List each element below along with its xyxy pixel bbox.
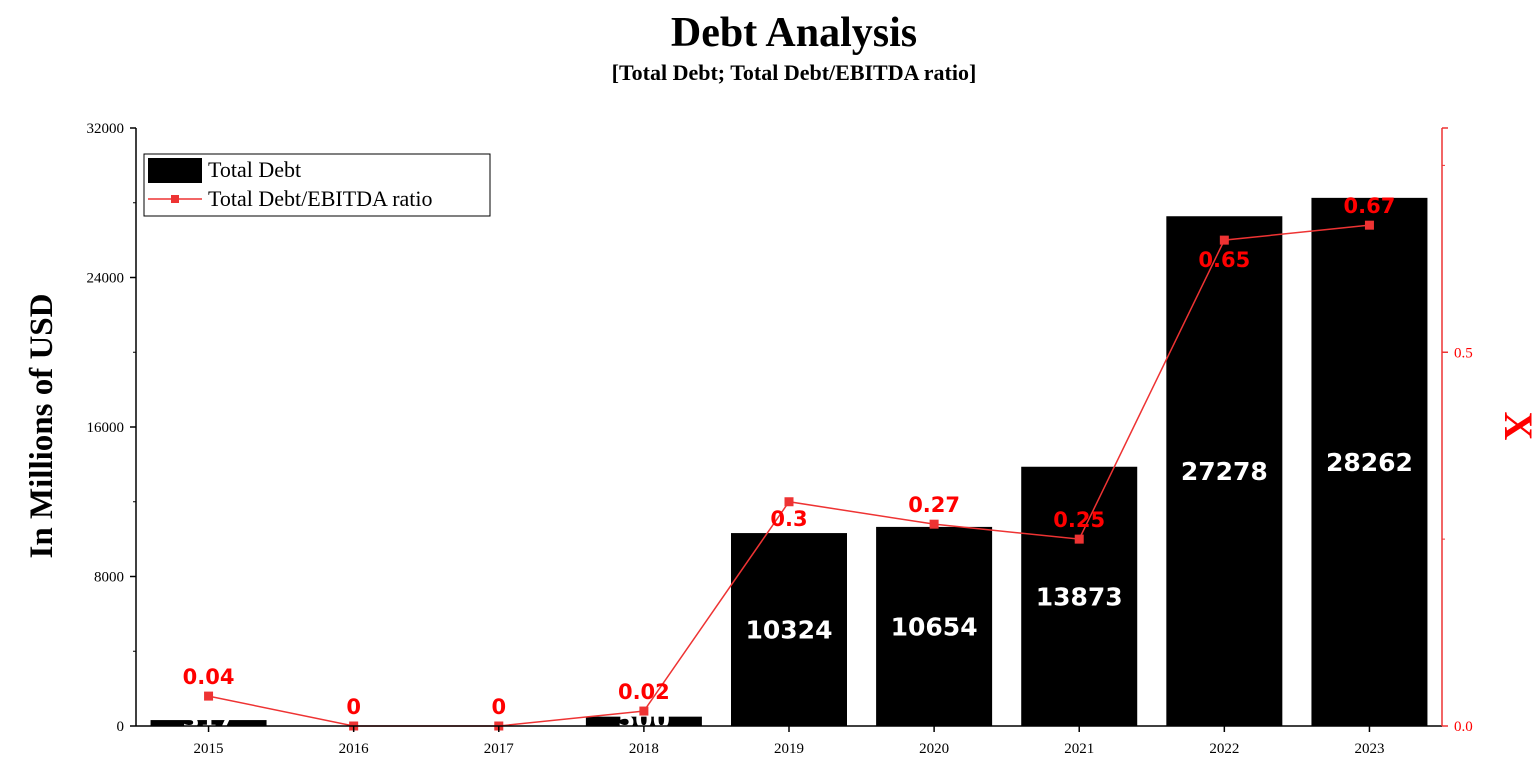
x-tick-label-2018: 2018 <box>629 741 659 757</box>
ratio-label-2023: 0.67 <box>1344 194 1396 218</box>
data-labels-layer: 0.04 0 0 0.02 0.3 0.27 0.25 0.65 0.67 <box>183 194 1396 719</box>
legend-label-ratio: Total Debt/EBITDA ratio <box>208 186 433 211</box>
x-tick-label-2022: 2022 <box>1209 741 1239 757</box>
bar-label-2022: 27278 <box>1181 457 1268 486</box>
y2-axis-label: X <box>1496 412 1540 441</box>
bar-total-debt-2015 <box>150 720 267 726</box>
ratio-label-2018: 0.02 <box>618 680 670 704</box>
y2-tick-label-0.5: 0.5 <box>1454 345 1473 361</box>
x-tick-label-2020: 2020 <box>919 741 949 757</box>
legend-swatch-total-debt <box>148 158 202 183</box>
x-tick-label-2019: 2019 <box>774 741 804 757</box>
ratio-label-2021: 0.25 <box>1053 508 1105 532</box>
bar-total-debt-2022 <box>1166 216 1283 726</box>
x-tick-label-2016: 2016 <box>339 741 370 757</box>
ratio-label-2016: 0 <box>346 695 361 719</box>
bar-label-2023: 28262 <box>1326 448 1413 477</box>
ratio-label-2019: 0.3 <box>770 507 807 531</box>
y-tick-label-0: 0 <box>117 719 125 735</box>
y-axis-label: In Millions of USD <box>24 294 60 559</box>
y-tick-label-32000: 32000 <box>87 121 125 137</box>
bar-label-2021: 13873 <box>1036 582 1123 611</box>
chart-legend: Total Debt Total Debt/EBITDA ratio <box>143 153 491 217</box>
legend-label-total-debt: Total Debt <box>208 157 301 182</box>
bar-total-debt-2018 <box>585 716 702 726</box>
x-tick-label-2015: 2015 <box>194 741 224 757</box>
legend-marker-ratio <box>171 195 179 203</box>
bar-total-debt-2023 <box>1311 197 1428 726</box>
ratio-marker-2019 <box>784 497 794 507</box>
bar-total-debt-2020 <box>876 526 993 726</box>
x-tick-label-2017: 2017 <box>484 741 515 757</box>
chart-title: Debt Analysis <box>671 10 917 56</box>
y2-tick-label-0.0: 0.0 <box>1454 719 1473 735</box>
y-tick-label-16000: 16000 <box>87 420 125 436</box>
y-tick-label-24000: 24000 <box>87 271 125 287</box>
axes-layer: 0 8000 16000 24000 32000 0.0 0.5 2015 2016 2017 20… <box>87 121 1473 757</box>
ratio-marker-2018 <box>639 706 649 716</box>
x-tick-label-2023: 2023 <box>1354 741 1384 757</box>
ratio-label-2022: 0.65 <box>1198 248 1250 272</box>
ratio-marker-2023 <box>1364 220 1374 230</box>
chart-subtitle: [Total Debt; Total Debt/EBITDA ratio] <box>612 60 977 85</box>
bar-label-2020: 10654 <box>891 612 978 641</box>
bar-total-debt-2021 <box>1021 466 1138 726</box>
ratio-marker-2015 <box>204 691 214 701</box>
ratio-label-2015: 0.04 <box>183 665 235 689</box>
bar-label-2019: 10324 <box>746 616 833 645</box>
y-tick-label-8000: 8000 <box>94 570 124 586</box>
x-tick-label-2021: 2021 <box>1064 741 1094 757</box>
ratio-label-2017: 0 <box>491 695 506 719</box>
ratio-marker-2022 <box>1219 235 1229 245</box>
ratio-label-2020: 0.27 <box>908 493 960 517</box>
bar-total-debt-2019 <box>731 533 847 726</box>
ratio-marker-2021 <box>1074 534 1084 544</box>
ratio-marker-2020 <box>929 519 939 529</box>
